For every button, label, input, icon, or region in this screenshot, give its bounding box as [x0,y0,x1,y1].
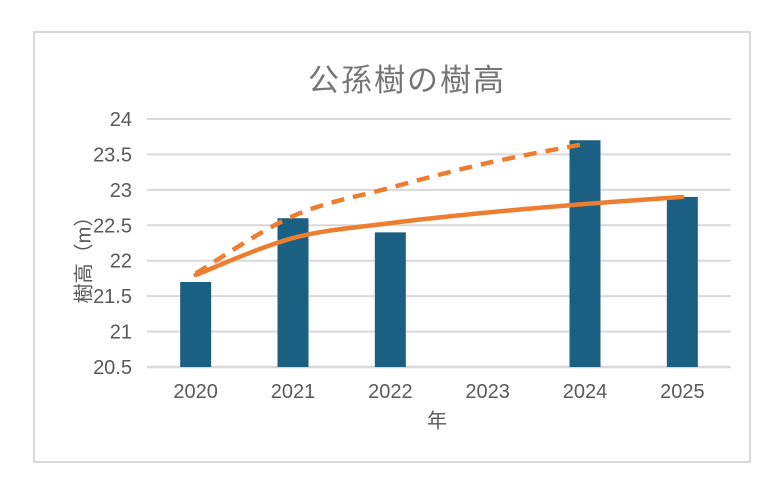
bar-2020[interactable] [180,281,212,367]
y-tick-label: 22 [110,251,132,273]
trendline-solid[interactable] [193,194,685,278]
x-tick-label: 2025 [660,381,705,403]
x-tick-label: 2023 [465,381,510,403]
y-tick-label: 21 [110,322,132,344]
x-tick-label: 2022 [368,381,413,403]
trendline-dashed[interactable] [194,141,586,276]
x-tick-label: 2020 [173,381,218,403]
y-tick-label: 24 [110,109,132,131]
y-tick-label: 22.5 [93,215,132,237]
plot-area: 24 23.5 23 22.5 22 21.5 21 20.5 2020 2021 2022 2023… [93,109,731,403]
bar-2022[interactable] [374,232,406,367]
bar-2024[interactable] [569,140,601,367]
y-tick-label: 21.5 [93,286,132,308]
y-tick-label: 23.5 [93,144,132,166]
chart-title: 公孫樹の樹高 [308,63,506,98]
y-tick-label: 20.5 [93,357,132,379]
x-tick-label: 2024 [563,381,608,403]
bar-2025[interactable] [666,196,698,367]
chart-frame: 公孫樹の樹高 樹高（m） 年 24 23.5 23 22.5 22 21.5 21 20.5 2… [33,31,751,463]
y-tick-label: 23 [110,180,132,202]
x-tick-label: 2021 [271,381,316,403]
x-axis-title: 年 [427,410,447,433]
